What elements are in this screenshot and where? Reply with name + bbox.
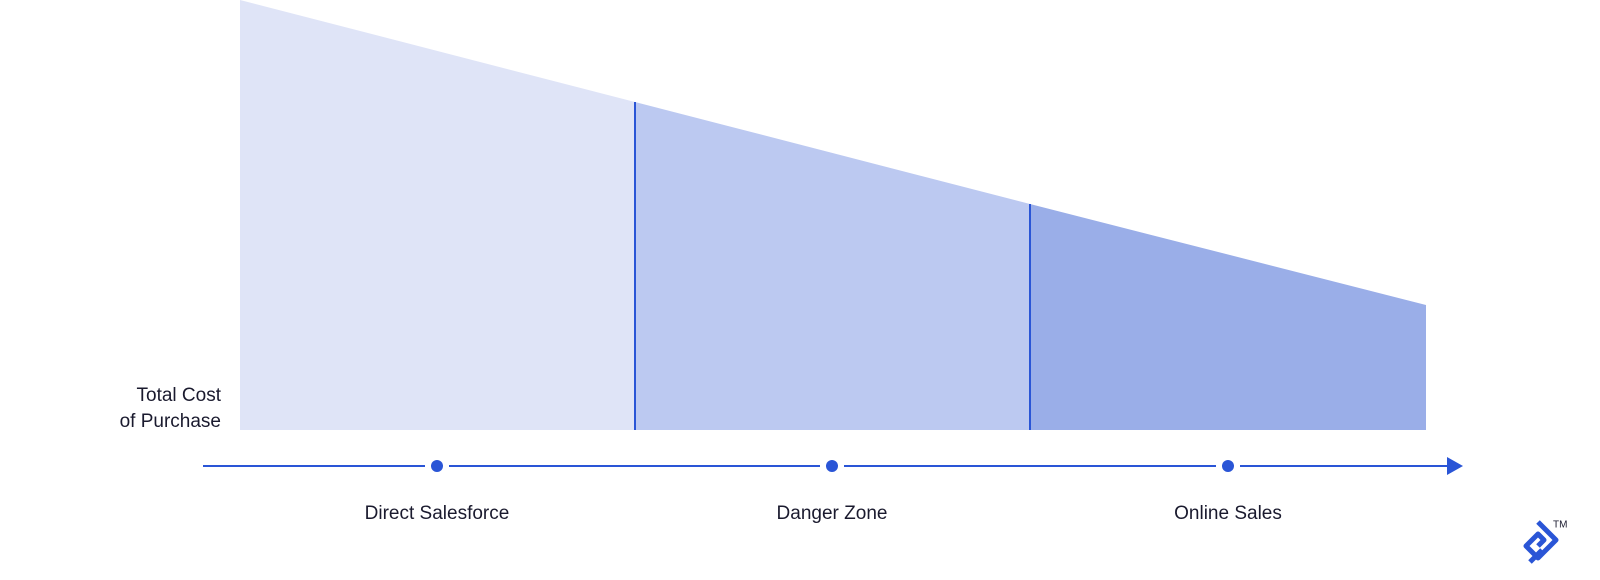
stage-area xyxy=(240,0,635,430)
axis-arrow xyxy=(1447,457,1463,475)
stage-dot xyxy=(431,460,443,472)
stage-dot xyxy=(1222,460,1234,472)
trademark: TM xyxy=(1553,520,1567,531)
axis-label: Total Cost xyxy=(137,385,222,406)
stage-area xyxy=(635,102,1030,430)
stage-area xyxy=(1030,204,1426,430)
stage-label: Online Sales xyxy=(1174,503,1282,524)
logo xyxy=(1523,520,1559,564)
stage-label: Direct Salesforce xyxy=(365,503,510,524)
stage-label: Danger Zone xyxy=(777,503,888,524)
stage-dot xyxy=(826,460,838,472)
axis-label: of Purchase xyxy=(120,411,221,432)
